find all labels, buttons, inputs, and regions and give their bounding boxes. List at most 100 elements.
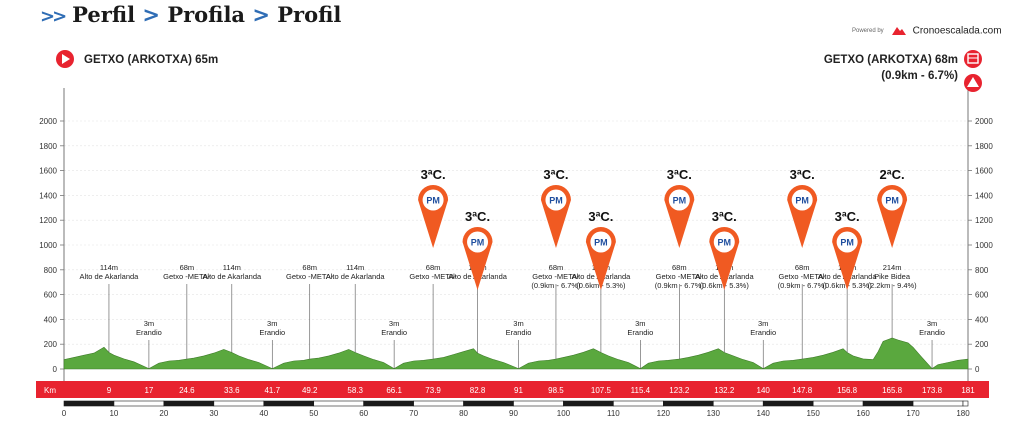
y-tick-label-right: 1000 — [975, 241, 993, 250]
summit-triangle-icon — [967, 77, 979, 87]
scale-segment — [413, 400, 464, 407]
y-tick-label-right: 0 — [975, 365, 980, 374]
y-tick-label-right: 1600 — [975, 167, 993, 176]
y-tick-label-right: 2000 — [975, 117, 993, 126]
scale-segment — [513, 400, 564, 407]
x-tick-label: 20 — [159, 409, 168, 418]
mountain-category: 3ªC. — [712, 209, 737, 224]
km-mark: 82.8 — [470, 386, 486, 395]
annotation-label: Erandio — [750, 328, 776, 337]
annotation-label: Getxo -META- — [163, 272, 211, 281]
y-tick-label-left: 1000 — [39, 241, 57, 250]
annotation-label: Getxo -META- — [286, 272, 334, 281]
scale-segment — [113, 400, 165, 407]
y-tick-label-left: 1800 — [39, 142, 57, 151]
mountain-badge-label: PM — [718, 238, 732, 248]
annotation-label: 3m — [513, 319, 523, 328]
finish-detail: (0.9km - 6.7%) — [881, 70, 958, 82]
title-separator: > — [142, 3, 160, 27]
mountain-category: 3ªC. — [465, 209, 490, 224]
mountain-category: 3ªC. — [790, 167, 815, 182]
scale-segment — [63, 400, 115, 407]
km-mark: 58.3 — [347, 386, 363, 395]
scale-segment — [663, 400, 714, 407]
mountain-badge-label: PM — [426, 196, 440, 206]
km-mark: 41.7 — [264, 386, 280, 395]
scale-segment — [862, 400, 914, 407]
start-label: GETXO (ARKOTXA) 65m — [84, 54, 218, 66]
title-separator: > — [252, 3, 270, 27]
scale-segment — [962, 400, 969, 407]
y-tick-label-left: 1400 — [39, 191, 57, 200]
km-mark: 123.2 — [669, 386, 690, 395]
double-chevron-icon: >> — [40, 6, 67, 27]
annotation-label: (0.9km - 6.7%) — [778, 281, 828, 290]
mountain-category: 3ªC. — [543, 167, 568, 182]
annotation-label: Alto de Akarlanda — [202, 272, 262, 281]
scale-segment — [912, 400, 964, 407]
powered-by-prefix: Powered by — [852, 27, 884, 34]
title-eu: Profila — [167, 2, 246, 27]
km-mark: 165.8 — [882, 386, 903, 395]
annotation-label: 3m — [267, 319, 277, 328]
mountain-pin-badge — [467, 231, 489, 253]
title-es: Perfil — [72, 2, 136, 27]
annotation-label: 68m — [672, 263, 687, 272]
scale-segment — [613, 400, 664, 407]
y-tick-label-left: 0 — [53, 365, 58, 374]
y-tick-label-right: 400 — [975, 315, 989, 324]
x-tick-label: 130 — [707, 409, 721, 418]
mountain-pin-badge — [590, 231, 612, 253]
mountain-pin-badge — [836, 231, 858, 253]
annotation-label: (2.2km - 9.4%) — [867, 281, 917, 290]
annotation-label: Getxo -META- — [532, 272, 580, 281]
finish-flag-icon — [964, 50, 982, 68]
y-tick-label-right: 1400 — [975, 191, 993, 200]
km-mark: 107.5 — [591, 386, 612, 395]
y-tick-label-right: 200 — [975, 340, 989, 349]
scale-segment — [463, 400, 514, 407]
annotation-label: Alto de Akarlanda — [80, 272, 140, 281]
y-tick-label-left: 1200 — [39, 216, 57, 225]
x-tick-label: 170 — [906, 409, 920, 418]
mountain-pin-badge — [668, 189, 690, 211]
km-mark: 9 — [107, 386, 112, 395]
powered-by: Powered by Cronoescalada.com — [852, 22, 1002, 40]
x-tick-label: 80 — [459, 409, 468, 418]
annotation-label: Erandio — [136, 328, 162, 337]
annotation-label: Getxo -META- — [656, 272, 704, 281]
mountain-badge-label: PM — [594, 238, 608, 248]
annotation-label: 68m — [549, 263, 564, 272]
mountain-category: 3ªC. — [421, 167, 446, 182]
scale-segment — [363, 400, 414, 407]
mountain-badge-label: PM — [673, 196, 687, 206]
x-tick-label: 40 — [259, 409, 268, 418]
x-tick-label: 100 — [557, 409, 571, 418]
annotation-label: Erandio — [506, 328, 532, 337]
annotation-label: 3m — [635, 319, 645, 328]
y-tick-label-right: 800 — [975, 266, 989, 275]
km-mark: 115.4 — [631, 386, 651, 395]
mountain-pin-badge — [881, 189, 903, 211]
mountain-logo-icon — [892, 27, 907, 36]
km-mark: 66.1 — [386, 386, 402, 395]
km-band-label: Km — [44, 386, 56, 395]
start-play-icon — [62, 54, 70, 64]
title-fr: Profil — [277, 2, 342, 27]
annotation-label: 68m — [180, 263, 195, 272]
km-mark: 132.2 — [714, 386, 735, 395]
elevation-profile-area — [63, 337, 969, 370]
y-tick-label-left: 2000 — [39, 117, 57, 126]
mountain-badge-label: PM — [549, 196, 563, 206]
powered-by-brand: Cronoescalada.com — [912, 25, 1002, 37]
mountain-category: 3ªC. — [835, 209, 860, 224]
x-tick-label: 70 — [409, 409, 418, 418]
x-tick-label: 120 — [657, 409, 671, 418]
mountain-pin-badge — [713, 231, 735, 253]
y-tick-label-left: 400 — [44, 315, 58, 324]
x-tick-label: 110 — [607, 409, 620, 418]
km-band — [36, 381, 989, 398]
km-mark: 173.8 — [922, 386, 943, 395]
annotation-label: 114m — [223, 263, 241, 272]
